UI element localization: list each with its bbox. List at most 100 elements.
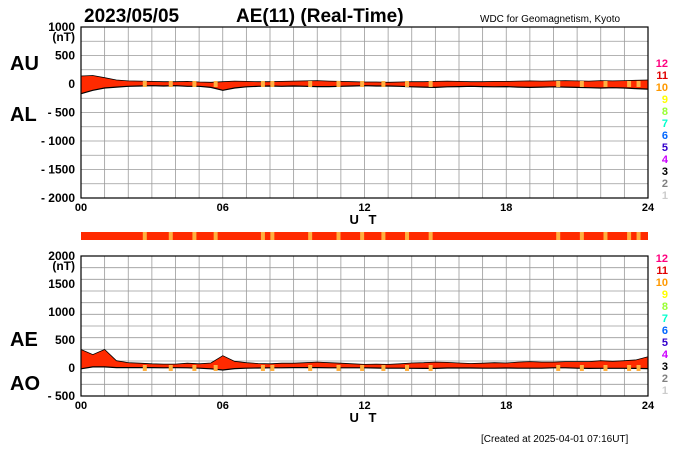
station-marker bbox=[308, 365, 313, 371]
x-tick-label: 24 bbox=[642, 202, 655, 214]
x-tick-label: 12 bbox=[358, 400, 370, 412]
station-marker bbox=[381, 365, 386, 371]
station-marker bbox=[428, 81, 433, 87]
y-tick-label: - 1500 bbox=[41, 163, 75, 177]
x-tick-label: 12 bbox=[358, 202, 370, 214]
y-tick-label: 1500 bbox=[48, 277, 75, 291]
station-marker bbox=[192, 81, 197, 87]
station-marker bbox=[260, 365, 265, 371]
x-tick-label: 18 bbox=[500, 202, 512, 214]
y-tick-label: - 2000 bbox=[41, 191, 75, 205]
station-bar-mark bbox=[627, 232, 632, 240]
station-bar-mark bbox=[360, 232, 365, 240]
date-title: 2023/05/05 bbox=[84, 6, 180, 27]
station-count-key-11: 11 bbox=[656, 70, 668, 82]
station-count-key-2: 2 bbox=[662, 373, 668, 385]
station-bar-mark bbox=[579, 232, 584, 240]
station-bar-mark bbox=[192, 232, 197, 240]
station-count-key-5: 5 bbox=[662, 142, 668, 154]
series-line-ae bbox=[80, 349, 649, 365]
y-tick-label: 2000 bbox=[48, 249, 75, 263]
station-count-key-7: 7 bbox=[662, 118, 668, 130]
station-count-key-7: 7 bbox=[662, 313, 668, 325]
plot-frame bbox=[80, 255, 649, 397]
x-tick-label: 00 bbox=[75, 400, 87, 412]
series-line-al bbox=[80, 85, 649, 95]
series-label-ae: AE bbox=[10, 329, 38, 351]
station-marker bbox=[260, 81, 265, 87]
station-bar-mark bbox=[556, 232, 561, 240]
station-bar-mark bbox=[260, 232, 265, 240]
station-marker bbox=[556, 365, 561, 371]
station-bar-mark bbox=[270, 232, 275, 240]
station-bar-mark bbox=[405, 232, 410, 240]
station-bar-fill bbox=[81, 232, 648, 240]
station-bar-mark bbox=[213, 232, 218, 240]
station-marker bbox=[213, 365, 218, 371]
chart-title: AE(11) (Real-Time) bbox=[236, 6, 404, 27]
series-label-ao: AO bbox=[10, 373, 40, 395]
station-marker bbox=[142, 81, 147, 87]
station-marker bbox=[336, 365, 341, 371]
station-marker bbox=[336, 81, 341, 87]
station-marker bbox=[270, 81, 275, 87]
y-tick-label: - 1000 bbox=[41, 134, 75, 148]
station-marker bbox=[213, 81, 218, 87]
station-count-key-1: 1 bbox=[662, 190, 668, 202]
y-tick-label: - 500 bbox=[48, 106, 76, 120]
station-marker bbox=[627, 365, 632, 371]
y-tick-label: 500 bbox=[55, 49, 75, 63]
station-marker bbox=[168, 365, 173, 371]
station-marker bbox=[405, 81, 410, 87]
station-count-key-11: 11 bbox=[656, 265, 668, 277]
y-tick-label: 0 bbox=[68, 77, 75, 91]
station-count-bar bbox=[81, 232, 648, 240]
x-tick-label: 06 bbox=[217, 400, 229, 412]
x-tick-label: 24 bbox=[642, 400, 655, 412]
station-count-key-12: 12 bbox=[656, 58, 668, 70]
station-count-key-10: 10 bbox=[656, 277, 668, 289]
station-marker bbox=[360, 81, 365, 87]
station-marker bbox=[603, 365, 608, 371]
y-tick-label: 0 bbox=[68, 361, 75, 375]
station-marker bbox=[192, 365, 197, 371]
x-tick-label: 18 bbox=[500, 400, 512, 412]
station-marker bbox=[405, 365, 410, 371]
station-count-key-3: 3 bbox=[662, 361, 668, 373]
x-tick-label: 00 bbox=[75, 202, 87, 214]
x-axis-title: U T bbox=[350, 410, 380, 425]
station-count-key-1: 1 bbox=[662, 385, 668, 397]
station-marker bbox=[168, 81, 173, 87]
station-marker bbox=[636, 365, 641, 371]
station-count-key-6: 6 bbox=[662, 130, 668, 142]
grid bbox=[81, 27, 648, 198]
x-tick-label: 06 bbox=[217, 202, 229, 214]
station-count-key-8: 8 bbox=[662, 301, 668, 313]
station-bar-mark bbox=[381, 232, 386, 240]
station-count-key-5: 5 bbox=[662, 337, 668, 349]
au-al-panel: 1000 500 0 - 500 - 1000 - 1500 - 2000 (nT) 00 06 1… bbox=[10, 20, 669, 227]
area-fill bbox=[81, 75, 648, 94]
series-label-al: AL bbox=[10, 104, 37, 126]
series-line-au bbox=[80, 75, 649, 83]
source-label: WDC for Geomagnetism, Kyoto bbox=[480, 14, 620, 25]
y-tick-label: 1000 bbox=[48, 20, 75, 34]
station-bar-mark bbox=[603, 232, 608, 240]
x-axis-title: U T bbox=[350, 212, 380, 227]
station-count-key-8: 8 bbox=[662, 106, 668, 118]
created-footer: [Created at 2025-04-01 07:16UT] bbox=[481, 434, 629, 445]
station-count-key-9: 9 bbox=[662, 289, 668, 301]
y-tick-label: - 500 bbox=[48, 389, 76, 403]
station-marker bbox=[270, 365, 275, 371]
grid bbox=[81, 256, 648, 396]
station-count-key-10: 10 bbox=[656, 82, 668, 94]
station-count-key-2: 2 bbox=[662, 178, 668, 190]
station-marker bbox=[579, 365, 584, 371]
station-marker bbox=[428, 365, 433, 371]
y-tick-label: 500 bbox=[55, 333, 75, 347]
station-bar-mark bbox=[428, 232, 433, 240]
y-unit-label: (nT) bbox=[52, 259, 75, 273]
station-count-key-9: 9 bbox=[662, 94, 668, 106]
